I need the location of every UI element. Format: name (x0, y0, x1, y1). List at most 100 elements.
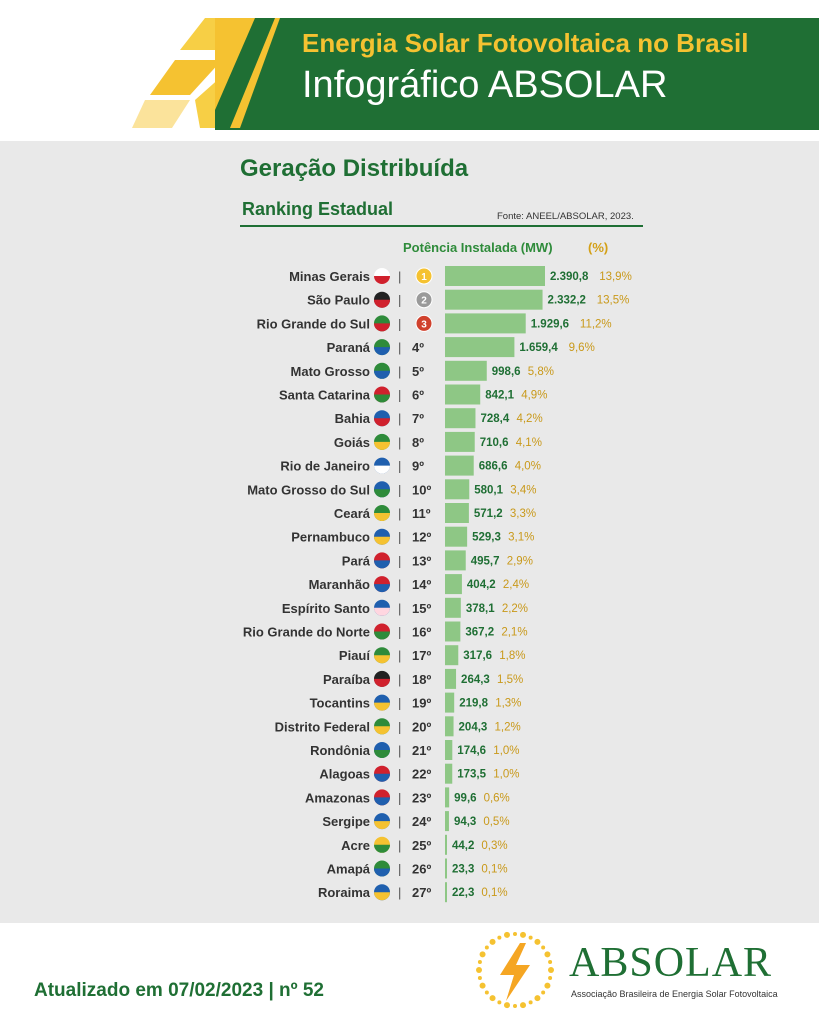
rank-label: 6º (412, 388, 424, 403)
state-flag-icon-half (374, 655, 390, 664)
state-label: Maranhão (309, 577, 370, 592)
bar (445, 266, 545, 286)
medal-icon (415, 314, 433, 332)
header-banner (215, 18, 819, 130)
content-panel (0, 141, 819, 923)
rank-label: 7º (412, 411, 424, 426)
state-flag-icon-half (374, 797, 390, 806)
state-label: Mato Grosso (291, 364, 371, 379)
percent-label: 5,8% (528, 366, 554, 378)
bar (445, 716, 454, 737)
separator: | (398, 316, 401, 331)
separator: | (398, 862, 401, 877)
percent-label: 4,2% (516, 413, 542, 425)
rank-label: 18º (412, 672, 431, 687)
bar (445, 668, 457, 689)
bar (445, 384, 481, 405)
state-flag-icon-half (374, 726, 390, 735)
bar (445, 431, 475, 452)
value-label: 686,6 (479, 461, 508, 473)
percent-label: 2,2% (502, 603, 528, 615)
update-note: Atualizado em 07/02/2023 | nº 52 (34, 980, 325, 1001)
state-flag-icon-half (374, 844, 390, 853)
percent-label: 1,3% (495, 698, 521, 710)
bar (445, 455, 474, 476)
state-flag-icon-half (374, 560, 390, 569)
separator: | (398, 530, 401, 545)
percent-label: 2,1% (501, 627, 527, 639)
percent-label: 4,9% (521, 390, 547, 402)
value-label: 571,2 (474, 508, 503, 520)
rank-label: 23º (412, 790, 431, 805)
bar (445, 550, 466, 571)
state-flag-icon-half (374, 465, 390, 474)
header-title: Energia Solar Fotovoltaica no Brasil (302, 28, 749, 58)
state-label: Rondônia (310, 743, 371, 758)
state-flag-icon-half (374, 347, 390, 356)
value-label: 219,8 (459, 698, 488, 710)
bar (445, 313, 526, 334)
separator: | (398, 672, 401, 687)
value-label: 378,1 (466, 603, 495, 615)
state-label: Rio Grande do Sul (257, 316, 370, 331)
value-label: 22,3 (452, 887, 474, 899)
medal-rank: 1 (421, 272, 427, 283)
state-flag-icon-half (374, 489, 390, 498)
state-label: Pará (342, 553, 371, 568)
separator: | (398, 648, 401, 663)
percent-label: 1,2% (495, 721, 521, 733)
medal-icon (415, 267, 433, 285)
state-label: Roraima (318, 885, 371, 900)
state-label: Espírito Santo (282, 601, 370, 616)
separator: | (398, 838, 401, 853)
separator: | (398, 506, 401, 521)
separator: | (398, 269, 401, 284)
state-flag-icon-half (374, 631, 390, 640)
rank-label: 15º (412, 601, 431, 616)
section-subtitle: Ranking Estadual (242, 199, 394, 219)
state-flag-icon-half (374, 584, 390, 593)
bar (445, 763, 453, 784)
column-header-percent: (%) (588, 240, 609, 255)
percent-label: 3,3% (510, 508, 536, 520)
separator: | (398, 790, 401, 805)
percent-label: 0,1% (481, 864, 507, 876)
percent-label: 0,5% (483, 816, 509, 828)
value-label: 264,3 (461, 674, 490, 686)
value-label: 317,6 (463, 650, 492, 662)
rank-label: 16º (412, 625, 431, 640)
rank-label: 19º (412, 696, 431, 711)
state-label: Amazonas (305, 790, 370, 805)
state-label: Paraíba (323, 672, 371, 687)
percent-label: 0,6% (484, 792, 510, 804)
state-label: Minas Gerais (289, 269, 370, 284)
rank-label: 27º (412, 885, 431, 900)
state-label: Mato Grosso do Sul (247, 482, 370, 497)
state-flag-icon-half (374, 299, 390, 308)
percent-label: 0,3% (481, 840, 507, 852)
state-label: Alagoas (319, 767, 370, 782)
state-flag-icon-half (374, 892, 390, 901)
separator: | (398, 482, 401, 497)
state-flag-icon-half (374, 773, 390, 782)
bar (445, 574, 462, 595)
percent-label: 1,0% (493, 769, 519, 781)
state-flag-icon-half (374, 702, 390, 711)
rank-label: 17º (412, 648, 431, 663)
state-label: Distrito Federal (275, 719, 370, 734)
state-label: Ceará (334, 506, 371, 521)
percent-label: 13,5% (597, 295, 630, 307)
value-label: 710,6 (480, 437, 509, 449)
value-label: 842,1 (485, 390, 514, 402)
bar (445, 811, 449, 832)
state-label: Pernambuco (291, 530, 370, 545)
separator: | (398, 719, 401, 734)
state-label: Piauí (339, 648, 370, 663)
source-note: Fonte: ANEEL/ABSOLAR, 2023. (497, 211, 634, 222)
rank-label: 10º (412, 482, 431, 497)
state-flag-icon-half (374, 394, 390, 403)
percent-label: 0,1% (481, 887, 507, 899)
value-label: 173,5 (457, 769, 486, 781)
percent-label: 9,6% (569, 342, 595, 354)
rank-label: 22º (412, 767, 431, 782)
